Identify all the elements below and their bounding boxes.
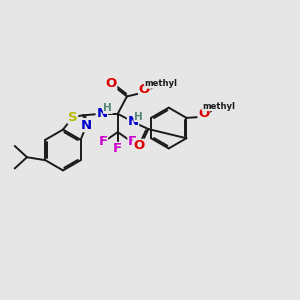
Text: O: O xyxy=(139,83,150,96)
Text: O: O xyxy=(133,140,144,152)
Text: N: N xyxy=(96,107,107,120)
Text: F: F xyxy=(98,135,107,148)
Text: S: S xyxy=(68,111,78,124)
Text: methyl: methyl xyxy=(145,79,178,88)
Text: N: N xyxy=(128,116,139,128)
Text: F: F xyxy=(113,142,122,155)
Text: N: N xyxy=(81,118,92,132)
Text: methyl: methyl xyxy=(202,102,235,111)
Text: H: H xyxy=(103,103,112,113)
Text: O: O xyxy=(198,107,209,120)
Text: F: F xyxy=(128,135,137,148)
Text: O: O xyxy=(106,77,117,90)
Text: H: H xyxy=(134,112,143,122)
